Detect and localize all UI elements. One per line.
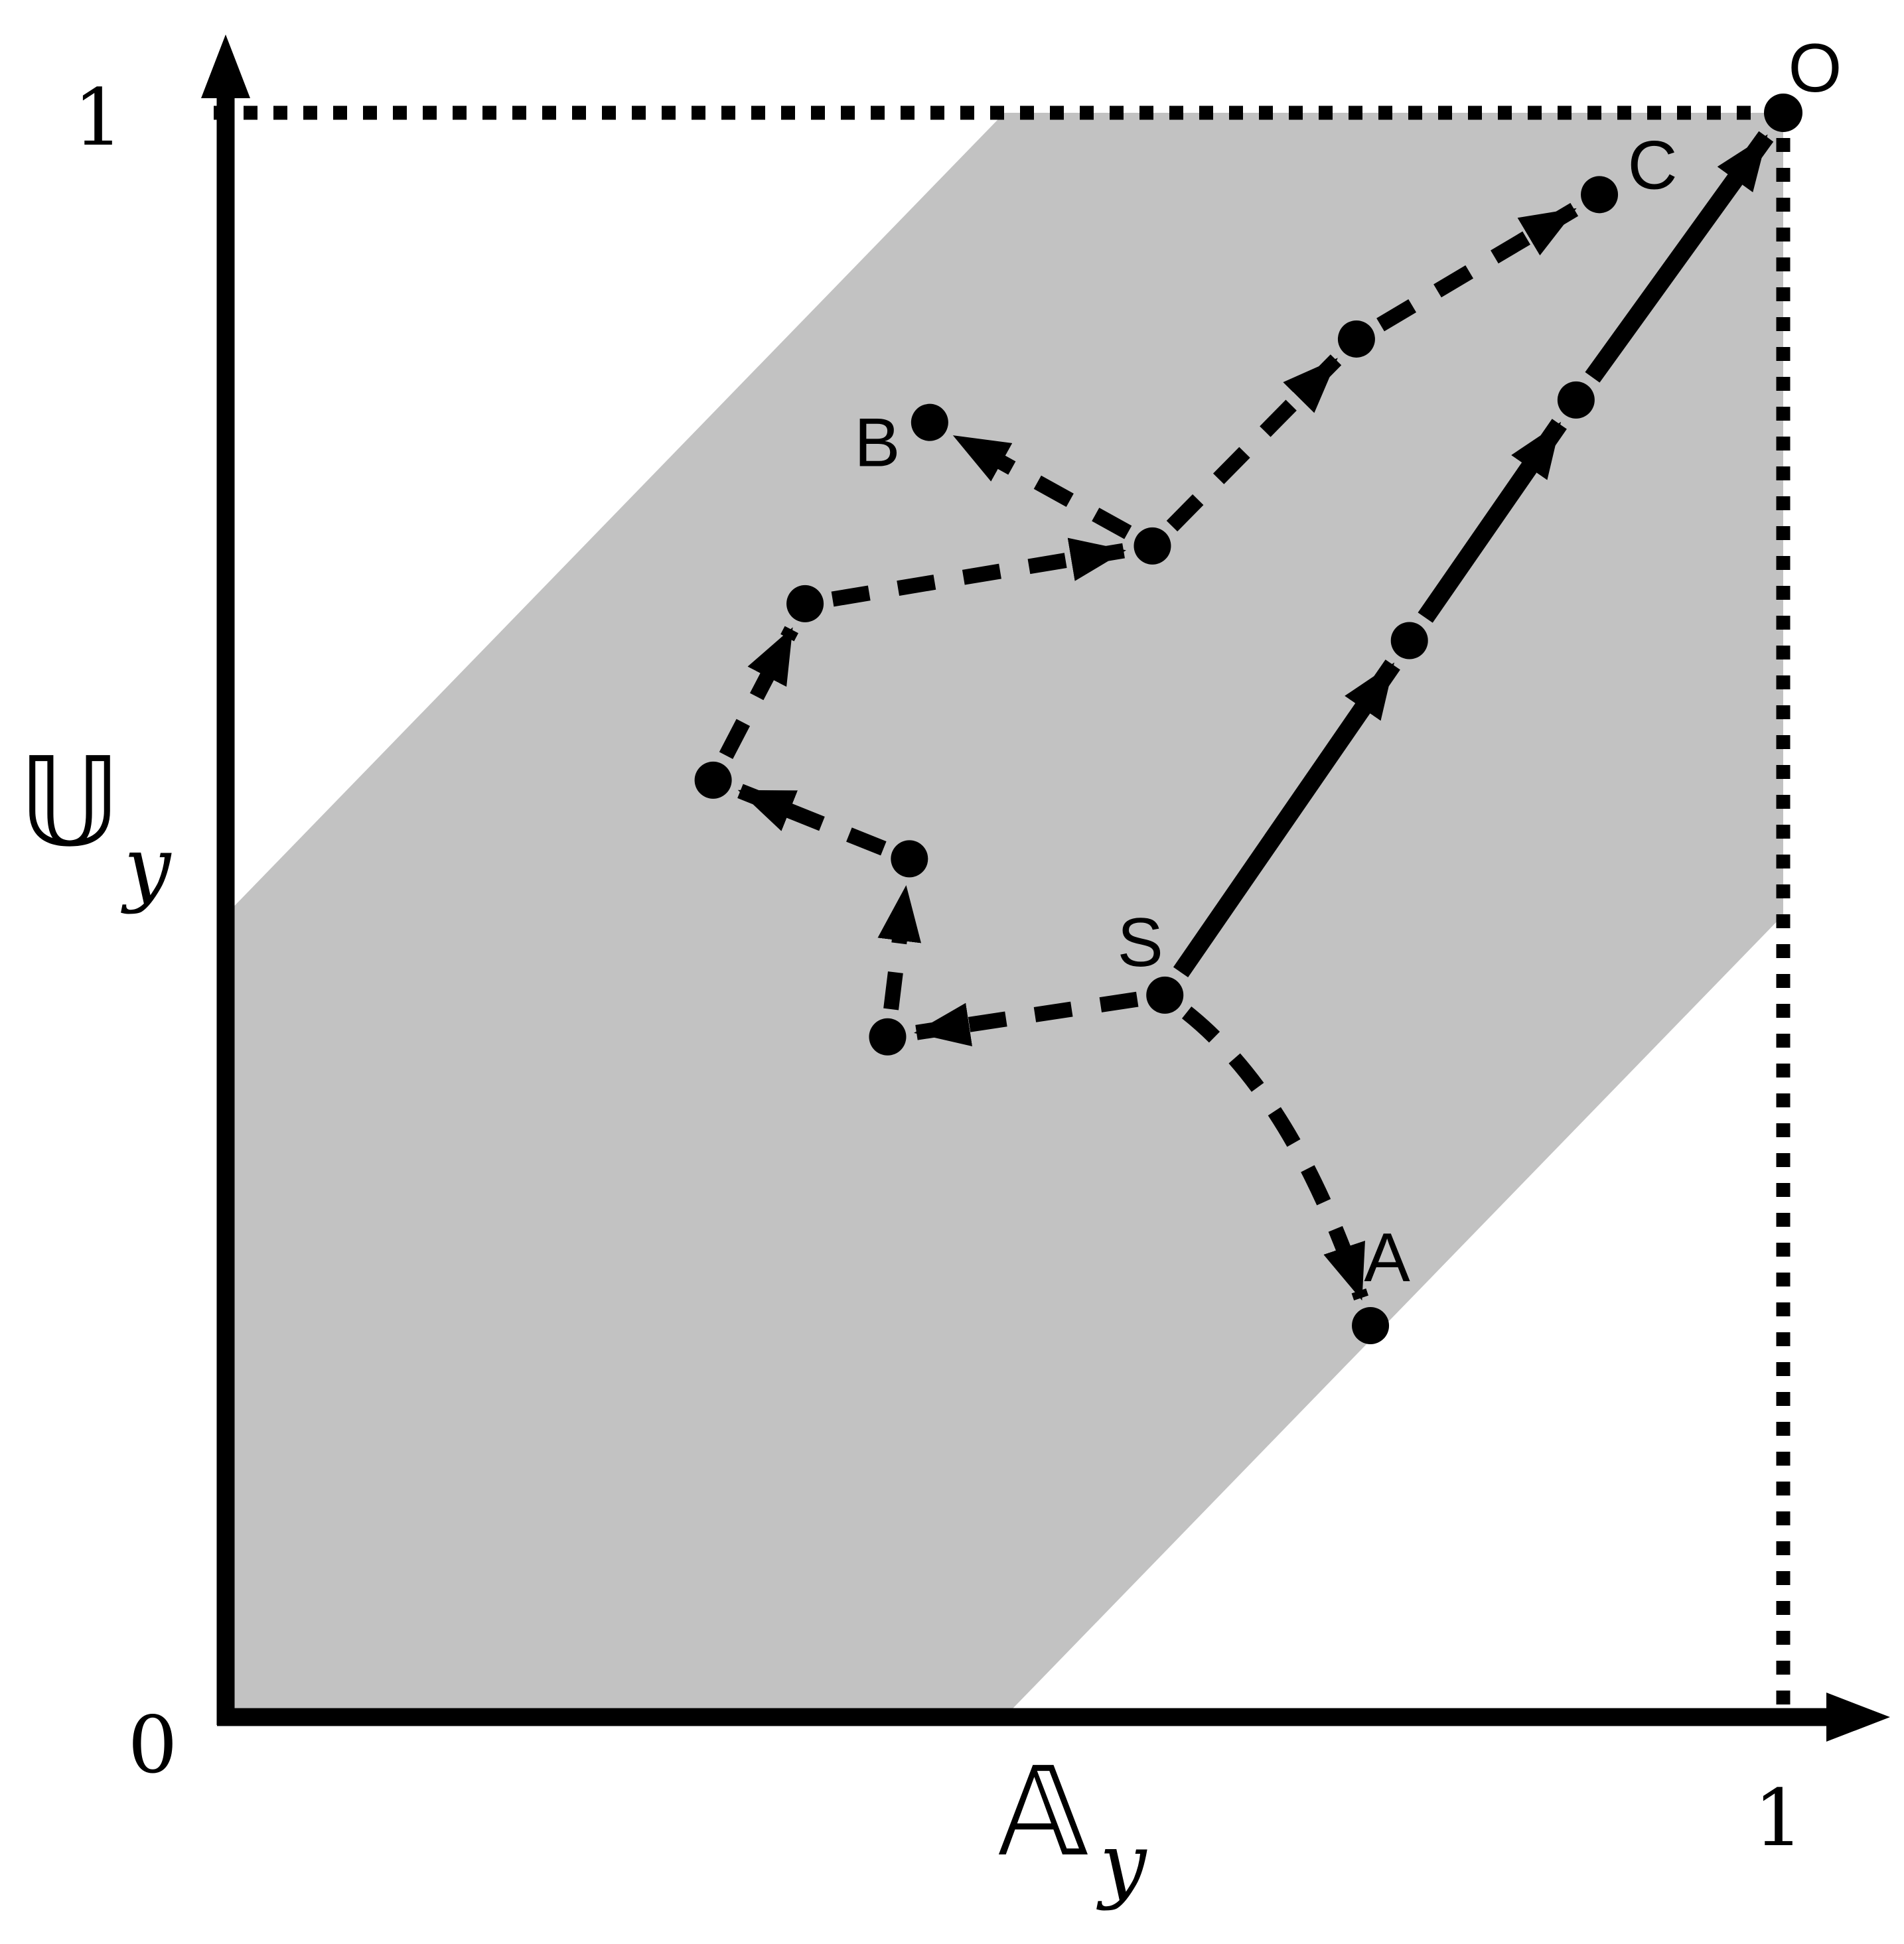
point-label-A: A <box>1364 1219 1410 1296</box>
x-axis-label-subscript: y <box>1096 1816 1147 1912</box>
point-dot-C <box>1581 176 1619 214</box>
point-label-C: C <box>1627 127 1677 204</box>
feasible-band-region <box>226 113 1783 1717</box>
point-dot-O <box>1764 94 1802 132</box>
point-label-B: B <box>854 405 900 482</box>
point-dot-D6 <box>1337 320 1375 358</box>
point-label-O: O <box>1789 30 1842 107</box>
path-solid-S-to-O-seg2 <box>1418 419 1567 623</box>
tick-label-x1: 1 <box>1753 1772 1803 1864</box>
path-solid-S-to-O-seg3 <box>1585 131 1774 383</box>
point-dot-D4 <box>786 585 824 622</box>
point-dot-B <box>911 403 948 441</box>
path-dashed-wander-seg4 <box>719 626 798 759</box>
point-dot-M1 <box>1390 622 1428 660</box>
point-dot-D1 <box>869 1018 907 1056</box>
point-label-S: S <box>1118 904 1163 981</box>
path-dashed-wander-seg5 <box>831 537 1127 607</box>
point-dot-D5 <box>1134 527 1171 565</box>
y-axis-label-subscript: y <box>121 819 172 916</box>
path-dashed-branch-B-seg1 <box>951 429 1132 539</box>
x-axis-arrow-icon <box>1826 1693 1890 1742</box>
tick-label-y1: 1 <box>73 72 123 163</box>
path-dashed-S-to-A <box>1181 1007 1368 1301</box>
point-dot-D2 <box>891 840 928 878</box>
path-dashed-wander-seg3 <box>737 784 887 856</box>
path-solid-S-to-O-seg1 <box>1173 660 1400 977</box>
point-dot-M2 <box>1557 381 1595 419</box>
tick-label-origin: 0 <box>127 1699 177 1791</box>
y-axis-label: 𝕌 <box>19 730 121 874</box>
y-axis-arrow-icon <box>201 35 250 98</box>
point-dot-D3 <box>694 761 732 799</box>
point-dot-A <box>1352 1307 1390 1345</box>
x-axis-label: 𝔸 <box>997 1740 1088 1884</box>
point-dot-S <box>1146 976 1184 1014</box>
path-dashed-wander-seg2 <box>877 885 922 1010</box>
